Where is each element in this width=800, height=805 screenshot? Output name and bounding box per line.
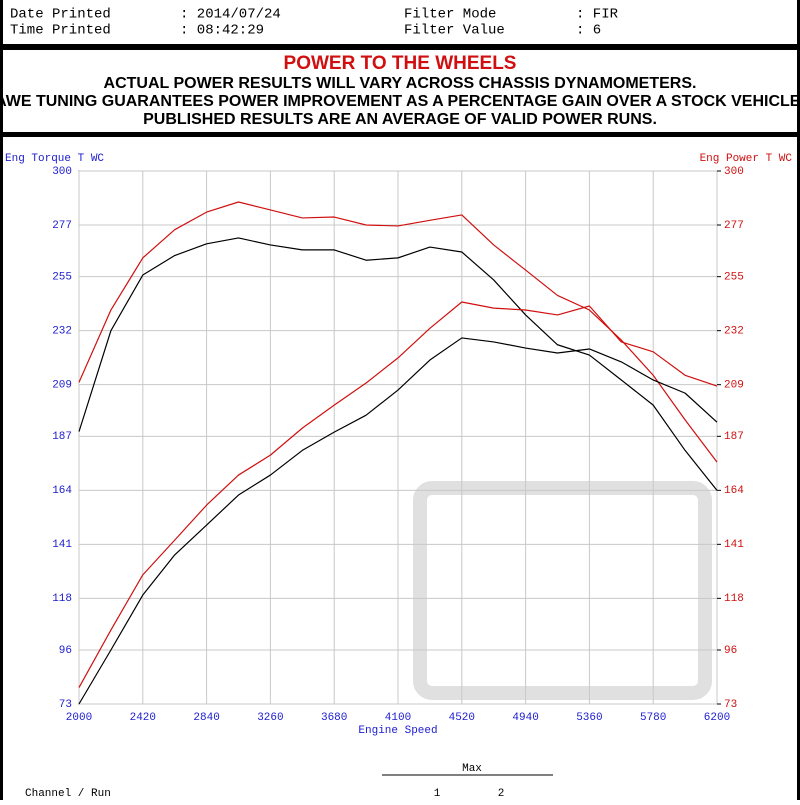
banner-line: PUBLISHED RESULTS ARE AN AVERAGE OF VALI… (143, 111, 657, 128)
y-tick-label: 232 (52, 326, 72, 338)
y2-tick-label: 255 (724, 272, 744, 284)
header-panel (3, 0, 797, 44)
header-text: : 2014/07/24 (180, 7, 281, 23)
y2-axis-label: Eng Power T WC (700, 153, 793, 165)
x-tick-label: 5780 (640, 712, 666, 724)
y2-tick-label: 232 (724, 326, 744, 338)
y2-tick-label: 96 (724, 645, 737, 657)
header-text: Time Printed (10, 23, 111, 39)
x-axis-label: Engine Speed (358, 725, 437, 737)
y2-tick-label: 141 (724, 539, 744, 551)
y2-tick-label: 277 (724, 220, 744, 232)
y2-tick-label: 73 (724, 699, 737, 711)
y2-tick-label: 187 (724, 431, 744, 443)
line-series (78, 237, 718, 491)
line-series (78, 337, 718, 705)
banner-title: POWER TO THE WHEELS (284, 53, 517, 74)
footer-heading: Max (462, 763, 482, 775)
y-tick-label: 96 (59, 645, 72, 657)
header-text: : 08:42:29 (180, 23, 264, 39)
y-tick-label: 141 (52, 539, 72, 551)
y-tick-label: 255 (52, 272, 72, 284)
y-tick-label: 300 (52, 166, 72, 178)
x-tick-label: 3680 (321, 712, 347, 724)
y-tick-label: 73 (59, 699, 72, 711)
watermark-box (413, 481, 712, 700)
banner-line: AWE TUNING GUARANTEES POWER IMPROVEMENT … (0, 93, 800, 110)
y-tick-label: 187 (52, 431, 72, 443)
x-tick-label: 4100 (385, 712, 411, 724)
header-text: Filter Value (404, 23, 505, 39)
y2-tick-label: 300 (724, 166, 744, 178)
x-tick-label: 3260 (257, 712, 283, 724)
header-text: : 6 (576, 23, 601, 39)
y2-tick-label: 118 (724, 593, 744, 605)
y-tick-label: 209 (52, 380, 72, 392)
y-axis-label: Eng Torque T WC (5, 153, 104, 165)
x-tick-label: 6200 (704, 712, 730, 724)
x-tick-label: 2420 (130, 712, 156, 724)
x-tick-label: 5360 (576, 712, 602, 724)
footer-label: Channel / Run (25, 788, 111, 800)
banner-line: ACTUAL POWER RESULTS WILL VARY ACROSS CH… (104, 75, 697, 92)
header-text: Filter Mode (404, 7, 496, 23)
y2-tick-label: 164 (724, 485, 744, 497)
footer-run: 1 (434, 788, 441, 800)
x-tick-label: 4520 (449, 712, 475, 724)
chart-panel (3, 137, 797, 800)
x-tick-label: 2000 (66, 712, 92, 724)
footer-run: 2 (498, 788, 505, 800)
y2-tick-label: 209 (724, 380, 744, 392)
y-tick-label: 118 (52, 593, 72, 605)
y-tick-label: 164 (52, 485, 72, 497)
banner-panel (3, 50, 797, 132)
x-tick-label: 2840 (193, 712, 219, 724)
watermark (413, 481, 712, 700)
line-series (78, 301, 718, 688)
x-tick-label: 4940 (512, 712, 538, 724)
header-text: : FIR (576, 7, 619, 23)
y-tick-label: 277 (52, 220, 72, 232)
header-text: Date Printed (10, 7, 111, 23)
